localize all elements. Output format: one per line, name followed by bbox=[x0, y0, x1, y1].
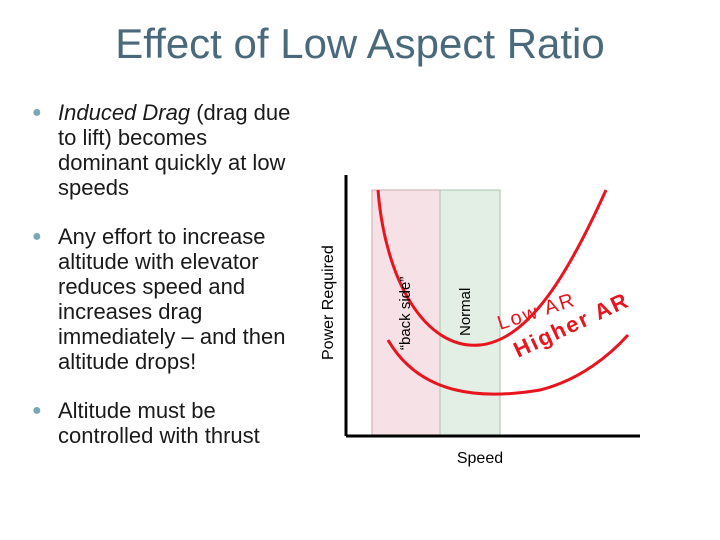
bullet-marker-icon: ● bbox=[32, 402, 42, 419]
speed-label: Speed bbox=[457, 450, 503, 467]
power-required-label: Power Required bbox=[320, 245, 337, 360]
bullet-emphasis: Induced Drag bbox=[58, 100, 191, 125]
slide-title: Effect of Low Aspect Ratio bbox=[115, 20, 605, 67]
bullet-text: (drag due to lift) becomes dominant quic… bbox=[58, 100, 291, 200]
bullet-elevator-effort: ● Any effort to increase altitude with e… bbox=[32, 224, 292, 374]
bullet-marker-icon: ● bbox=[32, 104, 42, 121]
normal-label: Normal bbox=[457, 288, 474, 336]
bullet-text: Any effort to increase altitude with ele… bbox=[58, 224, 286, 374]
backside-label: “back side” bbox=[397, 277, 414, 350]
bullet-thrust-control: ● Altitude must be controlled with thrus… bbox=[32, 398, 282, 448]
bullet-text: Altitude must be controlled with thrust bbox=[58, 398, 260, 448]
low-ar-curve bbox=[376, 189, 608, 347]
higher-ar-curve bbox=[386, 333, 630, 396]
bullet-induced-drag: ● Induced Drag (drag due to lift) become… bbox=[32, 100, 292, 200]
bullet-marker-icon: ● bbox=[32, 228, 42, 245]
